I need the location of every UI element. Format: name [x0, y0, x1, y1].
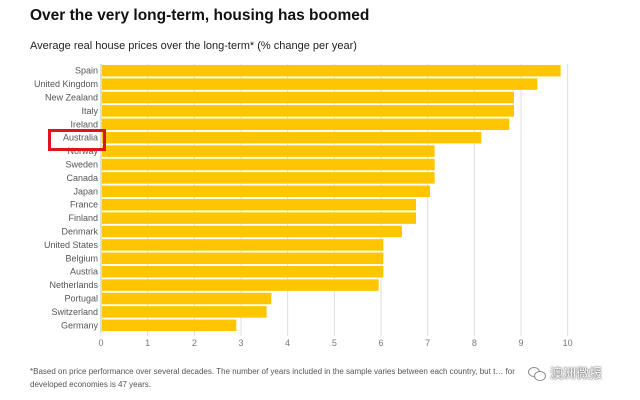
- bar-sweden: [102, 158, 435, 171]
- x-tick-label-10: 10: [563, 338, 573, 348]
- bar-finland: [102, 212, 416, 224]
- watermark: 澳洲微报: [528, 363, 602, 382]
- bar-japan: [102, 185, 430, 198]
- category-label-portugal: Portugal: [64, 294, 98, 304]
- bar-italy: [102, 105, 514, 117]
- watermark-text: 澳洲微报: [550, 367, 603, 382]
- category-label-new-zealand: New Zealand: [45, 93, 98, 103]
- category-label-netherlands: Netherlands: [49, 280, 98, 290]
- bar-ireland: [102, 118, 510, 131]
- bar-new-zealand: [102, 91, 514, 104]
- bar-united-states: [102, 239, 384, 251]
- bar-norway: [102, 145, 435, 157]
- bar-austria: [102, 265, 384, 278]
- x-tick-label-4: 4: [285, 338, 290, 348]
- category-label-united-kingdom: United Kingdom: [34, 79, 98, 89]
- bar-france: [102, 198, 416, 211]
- x-tick-label-0: 0: [98, 338, 103, 348]
- bar-spain: [102, 64, 561, 77]
- category-label-sweden: Sweden: [65, 160, 98, 170]
- bar-united-kingdom: [102, 78, 538, 90]
- bar-netherlands: [102, 279, 379, 291]
- category-label-norway: Norway: [67, 146, 98, 156]
- x-tick-label-7: 7: [425, 338, 430, 348]
- wechat-icon: [528, 366, 546, 381]
- x-tick-label-8: 8: [472, 338, 477, 348]
- bar-portugal: [102, 292, 272, 305]
- x-tick-label-6: 6: [378, 338, 383, 348]
- category-label-ireland: Ireland: [70, 119, 98, 129]
- category-label-denmark: Denmark: [61, 227, 98, 237]
- bar-belgium: [102, 252, 384, 265]
- x-tick-label-1: 1: [145, 338, 150, 348]
- australia-highlight-box: [48, 129, 106, 151]
- category-label-italy: Italy: [81, 106, 98, 116]
- category-label-japan: Japan: [73, 186, 98, 196]
- x-tick-label-5: 5: [332, 338, 337, 348]
- category-label-united-states: United States: [44, 240, 99, 250]
- bar-canada: [102, 172, 435, 184]
- category-label-france: France: [70, 200, 98, 210]
- footnote: *Based on price performance over several…: [30, 367, 515, 389]
- bar-germany: [102, 319, 237, 332]
- x-tick-label-2: 2: [192, 338, 197, 348]
- bar-switzerland: [102, 306, 267, 318]
- category-label-germany: Germany: [61, 320, 99, 330]
- category-label-canada: Canada: [66, 173, 98, 183]
- chart-title: Over the very long-term, housing has boo…: [30, 7, 370, 24]
- category-label-spain: Spain: [75, 66, 98, 76]
- category-label-belgium: Belgium: [65, 253, 98, 263]
- category-label-switzerland: Switzerland: [51, 307, 98, 317]
- bar-denmark: [102, 225, 402, 238]
- category-label-australia: Australia: [63, 133, 98, 143]
- chart-subtitle: Average real house prices over the long-…: [30, 40, 357, 52]
- category-label-finland: Finland: [68, 213, 98, 223]
- category-label-austria: Austria: [70, 267, 98, 277]
- bar-australia: [102, 131, 482, 144]
- x-tick-label-9: 9: [518, 338, 523, 348]
- x-tick-label-3: 3: [238, 338, 243, 348]
